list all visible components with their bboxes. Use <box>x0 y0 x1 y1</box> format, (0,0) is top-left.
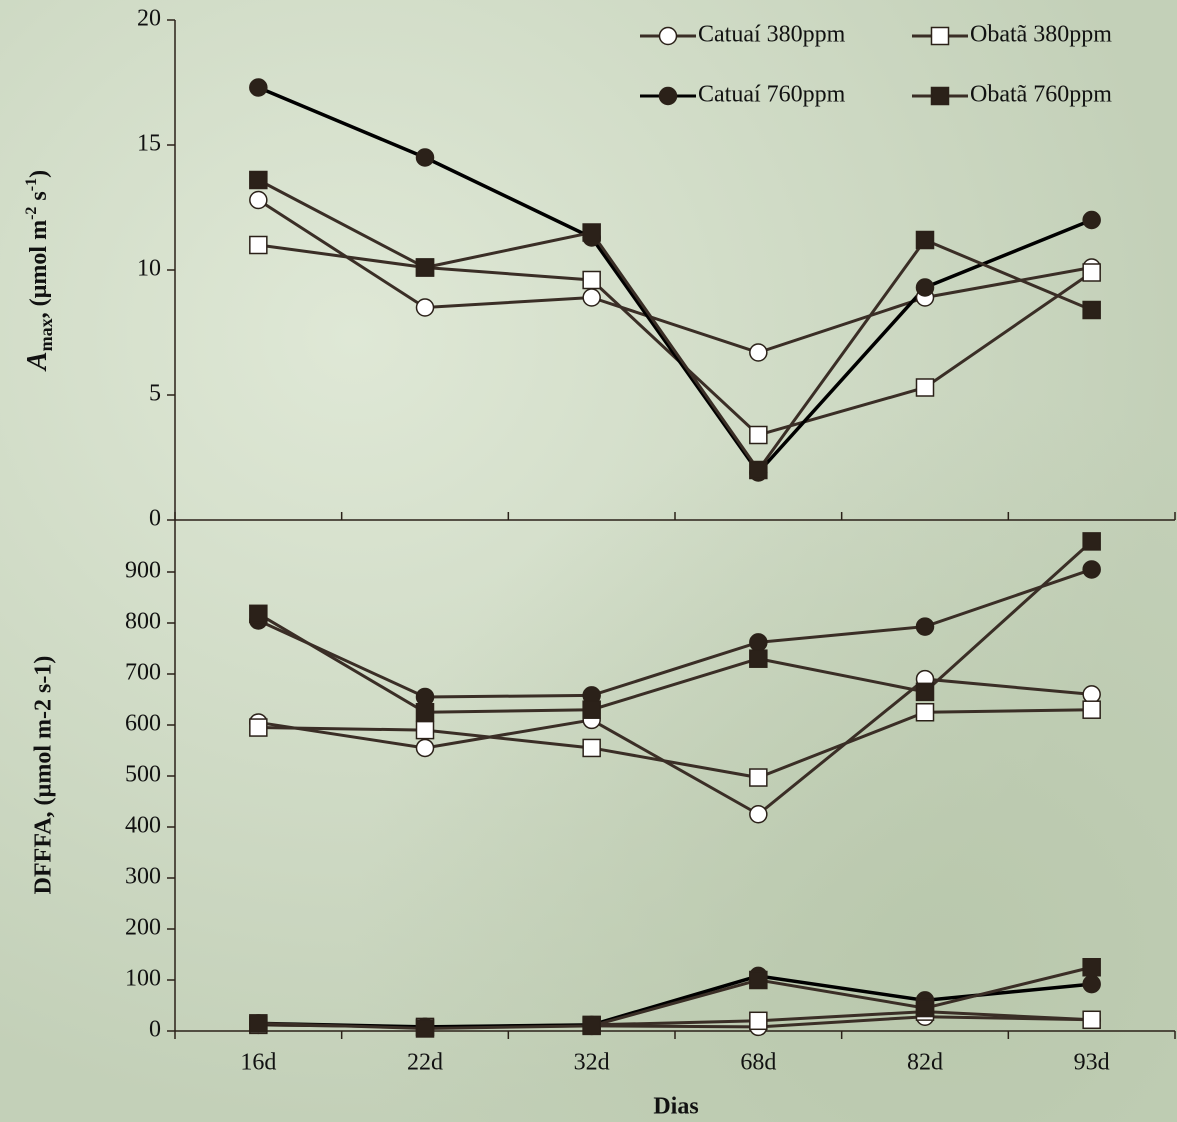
marker <box>583 224 600 241</box>
marker <box>917 683 934 700</box>
y-tick-label: 100 <box>125 966 161 992</box>
page: {"chart_data": [ {"type": "line", "ylabe… <box>0 0 1177 1122</box>
marker <box>750 972 767 989</box>
marker <box>583 1017 600 1034</box>
legend-label: Obatã 380ppm <box>970 22 1112 48</box>
legend-label: Catuaí 380ppm <box>698 22 846 48</box>
marker <box>417 704 434 721</box>
marker <box>750 462 767 479</box>
marker <box>1083 264 1100 281</box>
y-tick-label: 500 <box>125 762 161 788</box>
marker <box>1083 959 1100 976</box>
y-axis-label-part: max <box>36 318 56 351</box>
x-tick-label: 16d <box>240 1050 276 1076</box>
y-tick-label: 300 <box>125 864 161 890</box>
marker <box>1083 686 1100 703</box>
y-tick-label: 400 <box>125 813 161 839</box>
y-axis-label-part: A <box>22 351 53 372</box>
marker <box>583 289 600 306</box>
marker <box>250 1015 267 1032</box>
marker <box>250 79 267 96</box>
marker <box>250 719 267 736</box>
marker <box>417 688 434 705</box>
y-axis-label-part: ) <box>26 170 52 178</box>
legend-label: Obatã 760ppm <box>970 82 1112 108</box>
marker <box>1083 701 1100 718</box>
y-tick-label: 600 <box>125 711 161 737</box>
y-tick-label: 20 <box>137 6 161 32</box>
marker <box>250 192 267 209</box>
marker <box>250 172 267 189</box>
y-tick-label: 900 <box>125 558 161 584</box>
y-tick-label: 0 <box>149 506 161 532</box>
marker <box>417 299 434 316</box>
chart: Dias DFFFA, (µmol m-2 s-1) 0510152001002… <box>0 0 1177 1122</box>
marker <box>917 279 934 296</box>
y-axis-label-part: , (µmol m <box>26 220 52 318</box>
y-axis-label-part: -1 <box>23 178 40 191</box>
y-tick-label: 700 <box>125 660 161 686</box>
marker <box>750 427 767 444</box>
x-tick-label: 22d <box>407 1050 443 1076</box>
marker <box>750 634 767 651</box>
marker <box>917 232 934 249</box>
y-tick-label: 0 <box>149 1017 161 1043</box>
marker <box>417 739 434 756</box>
x-axis-label: Dias <box>653 1094 698 1120</box>
marker <box>250 605 267 622</box>
y-tick-label: 800 <box>125 609 161 635</box>
marker <box>583 739 600 756</box>
marker <box>1083 302 1100 319</box>
marker <box>417 149 434 166</box>
y-tick-label: 10 <box>137 256 161 282</box>
marker <box>1083 976 1100 993</box>
marker <box>1083 561 1100 578</box>
legend-marker <box>932 88 949 105</box>
y-tick-label: 200 <box>125 915 161 941</box>
marker <box>417 259 434 276</box>
marker <box>1083 212 1100 229</box>
marker <box>417 1020 434 1037</box>
marker <box>917 704 934 721</box>
marker <box>750 1012 767 1029</box>
marker <box>583 701 600 718</box>
marker <box>417 722 434 739</box>
x-tick-label: 82d <box>907 1050 943 1076</box>
legend-marker <box>660 28 677 45</box>
marker <box>917 618 934 635</box>
y-tick-label: 15 <box>137 131 161 157</box>
marker <box>750 344 767 361</box>
legend-marker <box>932 28 949 45</box>
background-shade <box>0 0 1177 1122</box>
y-tick-label: 5 <box>149 381 161 407</box>
x-tick-label: 32d <box>574 1050 610 1076</box>
marker <box>750 769 767 786</box>
marker <box>1083 1011 1100 1028</box>
marker <box>250 237 267 254</box>
x-tick-label: 93d <box>1074 1050 1110 1076</box>
marker <box>750 650 767 667</box>
legend-label: Catuaí 760ppm <box>698 82 846 108</box>
legend-marker <box>660 88 677 105</box>
y-axis-label-part: -2 <box>23 207 40 220</box>
marker <box>917 1000 934 1017</box>
x-tick-label: 68d <box>740 1050 776 1076</box>
marker <box>917 379 934 396</box>
y-axis-label-part: s <box>26 191 52 206</box>
marker <box>750 806 767 823</box>
y-axis-label: DFFFA, (µmol m-2 s-1) <box>31 656 57 895</box>
marker <box>583 272 600 289</box>
marker <box>1083 533 1100 550</box>
